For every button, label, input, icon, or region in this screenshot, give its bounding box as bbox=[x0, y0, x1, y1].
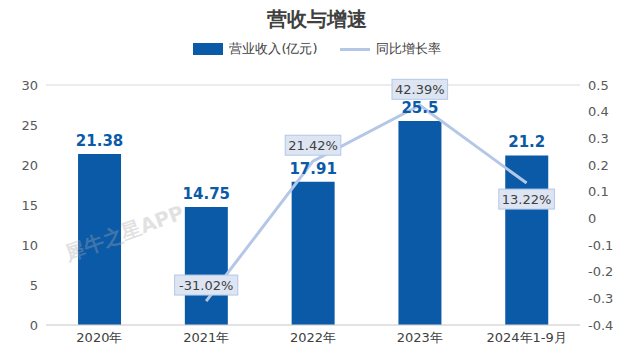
svg-text:-0.3: -0.3 bbox=[588, 291, 613, 306]
svg-text:14.75: 14.75 bbox=[183, 185, 230, 203]
svg-text:20: 20 bbox=[21, 158, 38, 173]
html-text:营业收入(亿元): 营业收入(亿元) bbox=[229, 41, 318, 56]
html-text:营收与增速: 营收与增速 bbox=[267, 7, 367, 31]
svg-text:5: 5 bbox=[30, 278, 38, 293]
svg-text:2024年1-9月: 2024年1-9月 bbox=[486, 330, 566, 345]
svg-text:10: 10 bbox=[21, 238, 38, 253]
svg-text:0.2: 0.2 bbox=[588, 158, 609, 173]
svg-text:21.42%: 21.42% bbox=[288, 138, 338, 153]
svg-text:2022年: 2022年 bbox=[290, 330, 336, 345]
svg-text:25.5: 25.5 bbox=[401, 99, 438, 117]
html-text:犀牛之星APP: 犀牛之星APP bbox=[61, 200, 187, 266]
svg-text:21.38: 21.38 bbox=[76, 132, 123, 150]
svg-text:42.39%: 42.39% bbox=[395, 82, 445, 97]
svg-text:2023年: 2023年 bbox=[397, 330, 443, 345]
svg-text:17.91: 17.91 bbox=[289, 160, 336, 178]
svg-text:0: 0 bbox=[588, 211, 596, 226]
svg-text:0: 0 bbox=[30, 318, 38, 333]
svg-text:-0.1: -0.1 bbox=[588, 238, 613, 253]
svg-text:-31.02%: -31.02% bbox=[179, 278, 233, 293]
svg-text:-0.2: -0.2 bbox=[588, 264, 613, 279]
svg-text:2020年: 2020年 bbox=[76, 330, 122, 345]
svg-text:0.3: 0.3 bbox=[588, 131, 609, 146]
svg-text:0.5: 0.5 bbox=[588, 78, 609, 93]
svg-text:13.22%: 13.22% bbox=[502, 192, 552, 207]
svg-text:30: 30 bbox=[21, 78, 38, 93]
html-text:同比增长率: 同比增长率 bbox=[375, 41, 441, 56]
svg-text:-0.4: -0.4 bbox=[588, 318, 613, 333]
svg-text:0.1: 0.1 bbox=[588, 184, 609, 199]
svg-text:2021年: 2021年 bbox=[183, 330, 229, 345]
svg-text:0.4: 0.4 bbox=[588, 104, 609, 119]
svg-text:25: 25 bbox=[21, 118, 38, 133]
svg-text:21.2: 21.2 bbox=[508, 133, 545, 151]
svg-text:15: 15 bbox=[21, 198, 38, 213]
